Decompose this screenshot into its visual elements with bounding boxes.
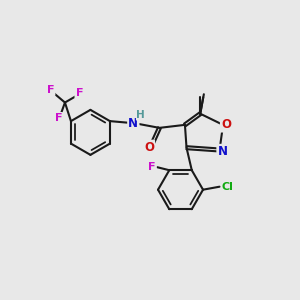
Text: F: F (55, 113, 62, 123)
Text: methyl: methyl (205, 90, 210, 91)
Text: methyl: methyl (199, 85, 204, 87)
Text: F: F (148, 162, 156, 172)
Text: H: H (136, 110, 145, 120)
Text: methyl: methyl (200, 92, 205, 93)
Text: F: F (47, 85, 54, 95)
Text: N: N (218, 145, 227, 158)
Text: O: O (221, 118, 231, 131)
Text: Cl: Cl (222, 182, 234, 192)
Text: F: F (76, 88, 83, 98)
Text: N: N (128, 117, 138, 130)
Text: O: O (144, 141, 154, 154)
